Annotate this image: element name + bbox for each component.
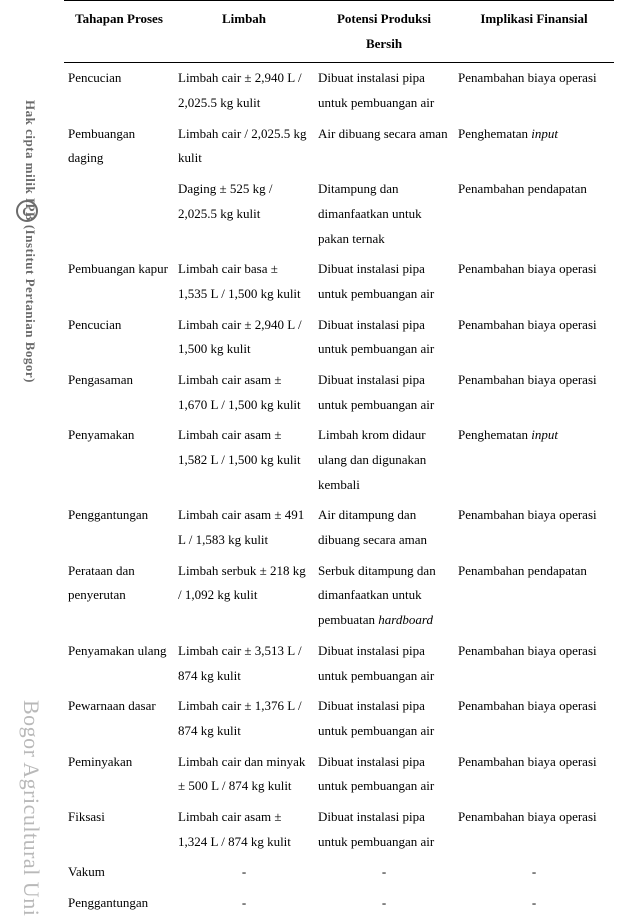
cell-potensi: Air ditampung dan dibuang secara aman bbox=[314, 500, 454, 555]
cell-tahapan: Vakum bbox=[64, 857, 174, 888]
th-limbah: Limbah bbox=[174, 1, 314, 63]
cell-tahapan: Pengasaman bbox=[64, 365, 174, 420]
cell-implikasi: Penambahan biaya operasi bbox=[454, 500, 614, 555]
table-row: Penggantungan--- bbox=[64, 888, 614, 919]
table-row: PengasamanLimbah cair asam ± 1,670 L / 1… bbox=[64, 365, 614, 420]
cell-potensi: Dibuat instalasi pipa untuk pembuangan a… bbox=[314, 747, 454, 802]
table-row: PencucianLimbah cair ± 2,940 L / 2,025.5… bbox=[64, 63, 614, 119]
cell-potensi: Limbah krom didaur ulang dan digunakan k… bbox=[314, 420, 454, 500]
table-row: Daging ± 525 kg / 2,025.5 kg kulitDitamp… bbox=[64, 174, 614, 254]
cell-potensi: Dibuat instalasi pipa untuk pembuangan a… bbox=[314, 802, 454, 857]
table-row: Pembuangan dagingLimbah cair / 2,025.5 k… bbox=[64, 119, 614, 174]
italic-text: input bbox=[531, 427, 558, 442]
table-row: Pembuangan kapurLimbah cair basa ± 1,535… bbox=[64, 254, 614, 309]
table-row: PeminyakanLimbah cair dan minyak ± 500 L… bbox=[64, 747, 614, 802]
cell-potensi: Dibuat instalasi pipa untuk pembuangan a… bbox=[314, 254, 454, 309]
cell-implikasi: Penambahan biaya operasi bbox=[454, 802, 614, 857]
cell-tahapan: Fiksasi bbox=[64, 802, 174, 857]
cell-implikasi: Penambahan biaya operasi bbox=[454, 747, 614, 802]
cell-implikasi: Penambahan pendapatan bbox=[454, 174, 614, 254]
cell-implikasi: Penambahan biaya operasi bbox=[454, 254, 614, 309]
watermark-side: C Hak cipta milik IPB (Institut Pertania… bbox=[8, 100, 48, 530]
cell-limbah: Limbah cair asam ± 1,324 L / 874 kg kuli… bbox=[174, 802, 314, 857]
cell-potensi: Dibuat instalasi pipa untuk pembuangan a… bbox=[314, 365, 454, 420]
cell-limbah: Limbah cair ± 3,513 L / 874 kg kulit bbox=[174, 636, 314, 691]
cell-implikasi: Penambahan biaya operasi bbox=[454, 691, 614, 746]
cell-potensi: Ditampung dan dimanfaatkan untuk pakan t… bbox=[314, 174, 454, 254]
cell-tahapan: Pencucian bbox=[64, 310, 174, 365]
table-row: PenyamakanLimbah cair asam ± 1,582 L / 1… bbox=[64, 420, 614, 500]
cell-tahapan bbox=[64, 174, 174, 254]
table-row: FiksasiLimbah cair asam ± 1,324 L / 874 … bbox=[64, 802, 614, 857]
table-body: PencucianLimbah cair ± 2,940 L / 2,025.5… bbox=[64, 63, 614, 919]
cell-limbah: Limbah cair dan minyak ± 500 L / 874 kg … bbox=[174, 747, 314, 802]
italic-text: input bbox=[531, 126, 558, 141]
cell-limbah: - bbox=[174, 857, 314, 888]
cell-tahapan: Pembuangan kapur bbox=[64, 254, 174, 309]
data-table: Tahapan Proses Limbah Potensi Produksi B… bbox=[64, 0, 614, 919]
cell-tahapan: Penyamakan ulang bbox=[64, 636, 174, 691]
cell-tahapan: Pembuangan daging bbox=[64, 119, 174, 174]
cell-limbah: Limbah cair asam ± 1,670 L / 1,500 kg ku… bbox=[174, 365, 314, 420]
cell-tahapan: Perataan dan penyerutan bbox=[64, 556, 174, 636]
cell-tahapan: Penggantungan bbox=[64, 888, 174, 919]
cell-limbah: Limbah cair asam ± 491 L / 1,583 kg kuli… bbox=[174, 500, 314, 555]
table-row: Vakum--- bbox=[64, 857, 614, 888]
cell-implikasi: Penghematan input bbox=[454, 119, 614, 174]
cell-potensi: - bbox=[314, 888, 454, 919]
watermark-side-text: Hak cipta milik IPB (Institut Pertanian … bbox=[22, 100, 38, 383]
cell-implikasi: Penambahan biaya operasi bbox=[454, 365, 614, 420]
table-header-row: Tahapan Proses Limbah Potensi Produksi B… bbox=[64, 1, 614, 63]
cell-implikasi: Penambahan pendapatan bbox=[454, 556, 614, 636]
cell-implikasi: Penambahan biaya operasi bbox=[454, 310, 614, 365]
cell-potensi: Air dibuang secara aman bbox=[314, 119, 454, 174]
cell-implikasi: Penghematan input bbox=[454, 420, 614, 500]
cell-implikasi: - bbox=[454, 857, 614, 888]
cell-potensi: Dibuat instalasi pipa untuk pembuangan a… bbox=[314, 636, 454, 691]
table-row: Perataan dan penyerutanLimbah serbuk ± 2… bbox=[64, 556, 614, 636]
cell-limbah: Limbah cair / 2,025.5 kg kulit bbox=[174, 119, 314, 174]
th-implikasi: Implikasi Finansial bbox=[454, 1, 614, 63]
th-tahapan: Tahapan Proses bbox=[64, 1, 174, 63]
cell-implikasi: Penambahan biaya operasi bbox=[454, 63, 614, 119]
cell-limbah: Limbah cair ± 2,940 L / 1,500 kg kulit bbox=[174, 310, 314, 365]
cell-limbah: Limbah cair basa ± 1,535 L / 1,500 kg ku… bbox=[174, 254, 314, 309]
cell-potensi: Dibuat instalasi pipa untuk pembuangan a… bbox=[314, 691, 454, 746]
table-row: Penyamakan ulangLimbah cair ± 3,513 L / … bbox=[64, 636, 614, 691]
cell-tahapan: Penggantungan bbox=[64, 500, 174, 555]
cell-limbah: Limbah cair ± 1,376 L / 874 kg kulit bbox=[174, 691, 314, 746]
watermark-bottom-text: Bogor Agricultural Uni bbox=[18, 700, 44, 916]
italic-text: hardboard bbox=[378, 612, 433, 627]
cell-tahapan: Penyamakan bbox=[64, 420, 174, 500]
cell-potensi: Dibuat instalasi pipa untuk pembuangan a… bbox=[314, 310, 454, 365]
cell-potensi: Serbuk ditampung dan dimanfaatkan untuk … bbox=[314, 556, 454, 636]
cell-tahapan: Pencucian bbox=[64, 63, 174, 119]
page-content: Tahapan Proses Limbah Potensi Produksi B… bbox=[0, 0, 622, 919]
table-row: PencucianLimbah cair ± 2,940 L / 1,500 k… bbox=[64, 310, 614, 365]
cell-potensi: Dibuat instalasi pipa untuk pembuangan a… bbox=[314, 63, 454, 119]
th-potensi: Potensi Produksi Bersih bbox=[314, 1, 454, 63]
cell-tahapan: Peminyakan bbox=[64, 747, 174, 802]
cell-limbah: Daging ± 525 kg / 2,025.5 kg kulit bbox=[174, 174, 314, 254]
cell-implikasi: - bbox=[454, 888, 614, 919]
cell-implikasi: Penambahan biaya operasi bbox=[454, 636, 614, 691]
cell-limbah: Limbah cair asam ± 1,582 L / 1,500 kg ku… bbox=[174, 420, 314, 500]
cell-tahapan: Pewarnaan dasar bbox=[64, 691, 174, 746]
cell-limbah: Limbah serbuk ± 218 kg / 1,092 kg kulit bbox=[174, 556, 314, 636]
table-row: PenggantunganLimbah cair asam ± 491 L / … bbox=[64, 500, 614, 555]
cell-limbah: Limbah cair ± 2,940 L / 2,025.5 kg kulit bbox=[174, 63, 314, 119]
table-row: Pewarnaan dasarLimbah cair ± 1,376 L / 8… bbox=[64, 691, 614, 746]
cell-limbah: - bbox=[174, 888, 314, 919]
cell-potensi: - bbox=[314, 857, 454, 888]
